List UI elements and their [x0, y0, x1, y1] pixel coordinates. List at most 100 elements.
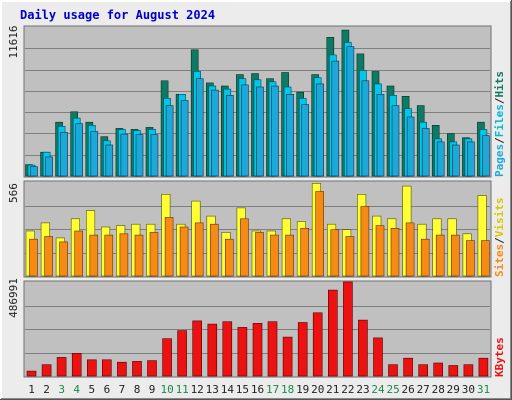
sites-bar-10: [164, 217, 174, 277]
sites-bar-19: [300, 228, 310, 277]
day-label-10: 10: [160, 383, 173, 396]
legend-sites: Sites: [493, 244, 506, 277]
sites-bar-3: [59, 241, 68, 277]
day-label-9: 9: [149, 383, 156, 396]
pages-bar-25: [391, 105, 400, 177]
sites-bar-1: [29, 238, 38, 277]
kbytes-bar-30: [463, 364, 474, 377]
day-label-16: 16: [251, 383, 264, 396]
day-label-23: 23: [356, 383, 369, 396]
day-label-1: 1: [28, 383, 35, 396]
pages-bar-4: [75, 123, 83, 177]
day-label-24: 24: [371, 383, 385, 396]
pages-bar-16: [256, 86, 264, 177]
day-label-2: 2: [43, 383, 50, 396]
day-label-5: 5: [88, 383, 95, 396]
day-label-15: 15: [236, 383, 249, 396]
kbytes-bar-24: [373, 337, 383, 377]
kbytes-bar-15: [237, 327, 248, 377]
kbytes-bar-4: [71, 352, 82, 377]
kbytes-bar-1: [26, 370, 37, 377]
kbytes-bar-13: [207, 323, 218, 377]
day-label-25: 25: [386, 383, 399, 396]
pages-bar-28: [436, 141, 445, 177]
day-label-12: 12: [191, 383, 204, 396]
pages-bar-24: [376, 94, 385, 177]
kbytes-bar-25: [388, 364, 398, 377]
legend-files: Files: [493, 104, 506, 137]
sites-bar-29: [450, 234, 460, 277]
kbytes-bar-14: [222, 321, 233, 377]
pages-bar-9: [150, 134, 159, 177]
pages-bar-15: [241, 84, 249, 177]
kbytes-bar-17: [267, 321, 278, 377]
legend-kbytes: KBytes: [493, 337, 506, 377]
sites-bar-18: [285, 234, 294, 277]
kbytes-panel-bars: [26, 281, 489, 377]
kbytes-bar-28: [433, 362, 444, 377]
kbytes-bar-9: [147, 360, 157, 377]
sites-bar-28: [435, 234, 445, 277]
sites-bar-26: [405, 222, 415, 277]
kbytes-bar-16: [252, 322, 263, 377]
sites-bar-25: [390, 228, 400, 277]
kbytes-panel-y-max-label: 486991: [7, 278, 20, 318]
day-label-11: 11: [176, 383, 189, 396]
sites-bar-15: [240, 218, 249, 277]
pages-bar-2: [45, 156, 53, 177]
pages-bar-10: [165, 105, 174, 177]
visits-panel-bars: [25, 183, 490, 277]
kbytes-bar-2: [41, 364, 52, 377]
kbytes-bar-20: [312, 312, 323, 377]
day-label-8: 8: [134, 383, 141, 396]
pages-bar-3: [60, 132, 68, 177]
sites-bar-27: [420, 238, 430, 277]
kbytes-bar-6: [102, 359, 112, 377]
day-label-3: 3: [58, 383, 65, 396]
kbytes-bar-21: [327, 289, 338, 377]
kbytes-bar-7: [117, 361, 127, 377]
pages-bar-7: [120, 133, 129, 177]
day-label-19: 19: [296, 383, 309, 396]
sites-bar-11: [179, 226, 189, 277]
day-label-17: 17: [266, 383, 279, 396]
sites-bar-31: [481, 240, 490, 277]
kbytes-bar-12: [192, 320, 202, 377]
kbytes-bar-26: [403, 357, 413, 377]
pages-bar-26: [406, 116, 415, 177]
pages-bar-5: [90, 131, 99, 177]
sites-bar-7: [119, 233, 129, 277]
kbytes-bar-29: [448, 365, 459, 377]
pages-bar-18: [286, 94, 294, 177]
sites-bar-4: [74, 230, 83, 277]
day-label-18: 18: [281, 383, 294, 396]
hits-panel-legend: Pages/Files/Hits: [493, 71, 506, 177]
sites-bar-5: [89, 234, 99, 277]
kbytes-bar-22: [343, 281, 353, 377]
legend-separator: /: [493, 97, 506, 104]
sites-bar-13: [210, 223, 219, 277]
kbytes-bar-23: [358, 319, 368, 377]
sites-bar-24: [375, 225, 385, 277]
day-label-20: 20: [311, 383, 324, 396]
kbytes-bar-3: [56, 357, 67, 377]
legend-visits: Visits: [493, 198, 506, 238]
kbytes-bar-18: [282, 336, 293, 377]
day-label-14: 14: [221, 383, 235, 396]
pages-bar-8: [135, 134, 144, 177]
day-label-22: 22: [341, 383, 354, 396]
pages-bar-6: [105, 144, 114, 177]
pages-bar-30: [467, 141, 475, 177]
pages-bar-29: [451, 144, 460, 177]
legend-hits: Hits: [493, 71, 506, 98]
day-label-4: 4: [73, 383, 80, 396]
pages-bar-20: [316, 83, 325, 177]
day-label-28: 28: [432, 383, 445, 396]
day-label-27: 27: [417, 383, 430, 396]
pages-bar-1: [30, 166, 38, 177]
chart-title: Daily usage for August 2024: [20, 8, 215, 22]
sites-bar-22: [345, 236, 355, 277]
legend-separator: /: [493, 137, 506, 144]
sites-bar-2: [44, 236, 53, 277]
